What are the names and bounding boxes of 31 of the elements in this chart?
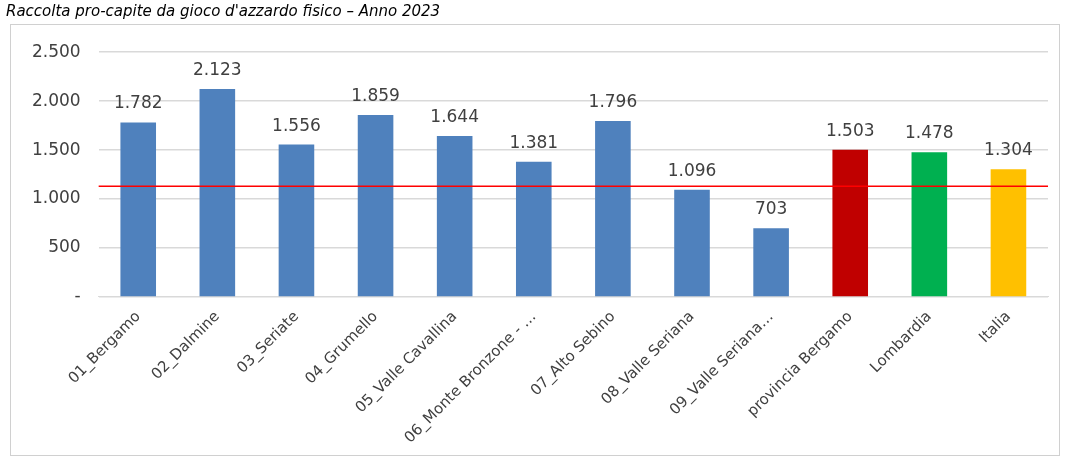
y-tick-label: 2.000 (32, 89, 81, 110)
data-label: 1.796 (588, 91, 638, 112)
y-tick-label: 500 (48, 236, 81, 257)
bar (278, 144, 315, 297)
data-label: 2.123 (193, 59, 242, 80)
bar (515, 161, 552, 297)
y-tick-label: 1.000 (32, 187, 81, 208)
bar (753, 228, 789, 297)
data-label: 1.304 (984, 139, 1033, 160)
y-tick-label: 1.500 (32, 138, 81, 159)
chart-title: Raccolta pro-capite da gioco d'azzardo fisico – Anno 2023 (6, 2, 441, 20)
y-tick-label: - (74, 285, 81, 306)
data-label: 1.503 (825, 119, 875, 140)
y-tick-label: 2.500 (32, 40, 81, 61)
data-label: 1.782 (113, 92, 163, 113)
bar (120, 122, 157, 297)
bar (911, 152, 948, 297)
bar (674, 189, 710, 297)
data-label: 1.096 (667, 159, 717, 180)
data-label: 1.381 (509, 131, 559, 152)
data-label: 1.644 (430, 105, 479, 126)
bar (595, 121, 631, 297)
bar (436, 136, 473, 297)
bar (832, 149, 869, 297)
bar (199, 89, 236, 297)
data-label: 703 (754, 198, 788, 219)
data-label: 1.556 (272, 114, 321, 135)
data-label: 1.859 (351, 84, 400, 105)
bar (357, 114, 394, 297)
bar (990, 169, 1027, 297)
data-label: 1.478 (905, 122, 954, 143)
